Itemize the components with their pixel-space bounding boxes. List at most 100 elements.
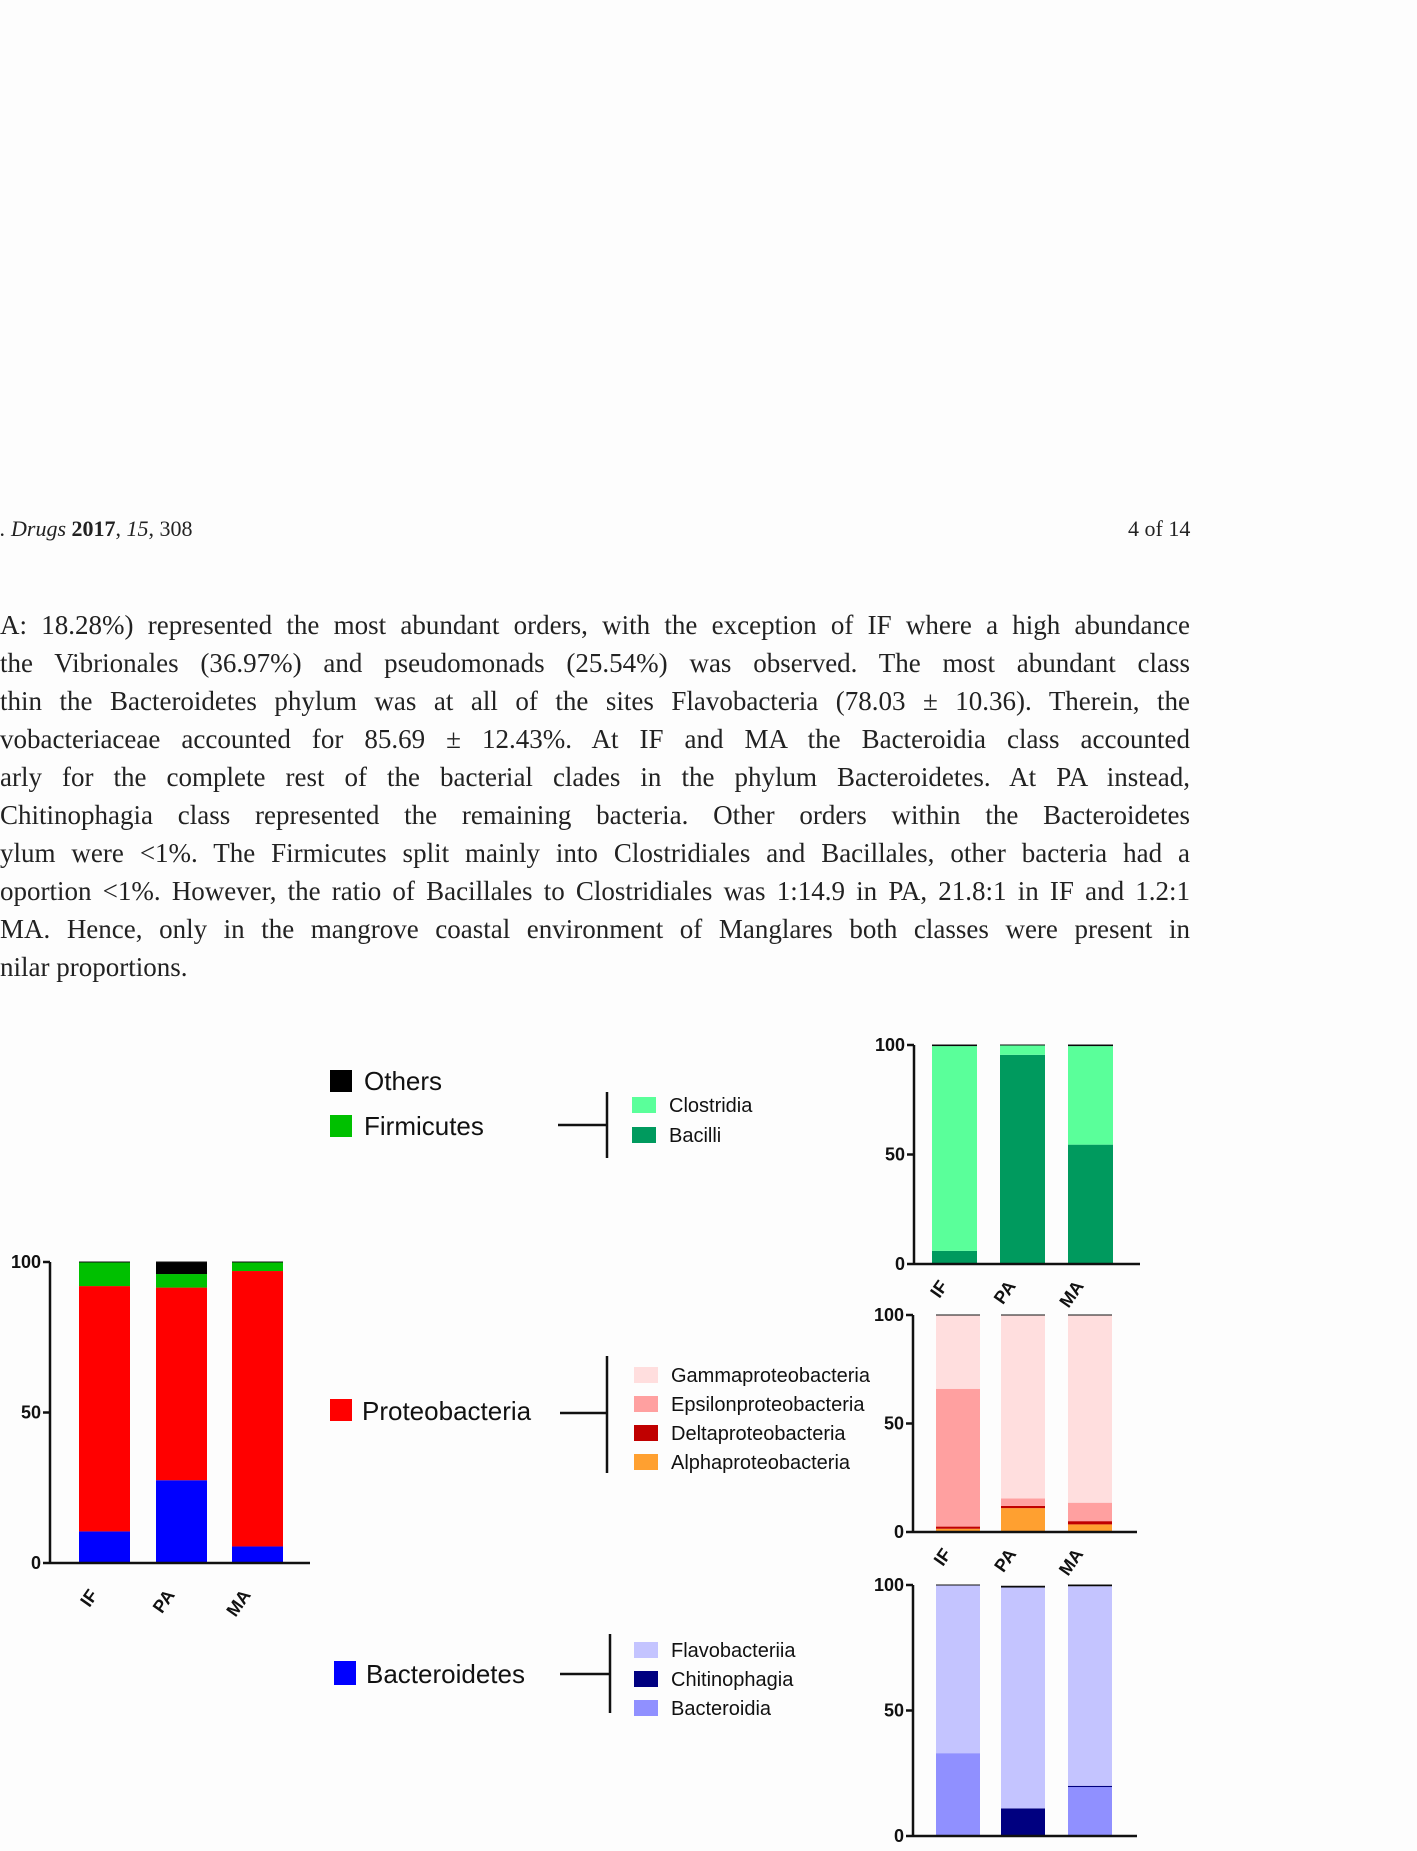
- bracket-connectors: [558, 1092, 612, 1713]
- paragraph-line: nilar proportions.: [0, 952, 188, 982]
- proteobacteria-chart: IF PA MA 0 50 100: [874, 1305, 1137, 1579]
- legend-label-bacteroidia: Bacteroidia: [671, 1698, 772, 1720]
- bar-segment-ma-deltaproteobacteria: [1068, 1521, 1112, 1525]
- bar-segment-ma-chitinophagia: [1068, 1785, 1112, 1788]
- legend-label-bacteroidetes: Bacteroidetes: [366, 1659, 525, 1689]
- category-label-if: IF: [76, 1586, 102, 1611]
- legend-swatch-alphaproteobacteria: [634, 1454, 658, 1470]
- bar-segment-ma-alphaproteobacteria: [1068, 1524, 1112, 1532]
- legend-label-firmicutes: Firmicutes: [364, 1111, 484, 1141]
- article-number: 308: [159, 516, 193, 541]
- bar-segment-if-bacteroidia: [936, 1753, 980, 1836]
- legend-swatch-gammaproteobacteria: [634, 1367, 658, 1383]
- bar-segment-pa-chitinophagia: [1001, 1808, 1045, 1836]
- legend-swatch-others: [330, 1070, 352, 1092]
- category-label-pa: PA: [149, 1586, 179, 1617]
- bar-segment-pa-bacteroidetes: [156, 1480, 207, 1563]
- legend-label-alphaproteobacteria: Alphaproteobacteria: [671, 1452, 851, 1474]
- legend-label-bacilli: Bacilli: [669, 1125, 721, 1147]
- legend-swatch-epsilonproteobacteria: [634, 1396, 658, 1412]
- category-label-ma: MA: [1055, 1277, 1087, 1311]
- running-header-citation: . Drugs 2017, 15, 308: [0, 516, 193, 541]
- bar-segment-pa-gammaproteobacteria: [1001, 1315, 1045, 1499]
- y-tick-label-100: 100: [874, 1305, 904, 1325]
- bar-segment-pa-flavobacteriia: [1001, 1587, 1045, 1809]
- legend-swatch-proteobacteria: [330, 1399, 352, 1421]
- bar-segment-if-bacilli: [932, 1250, 977, 1264]
- bar-segment-pa-deltaproteobacteria: [1001, 1505, 1045, 1509]
- main-legend: Others Firmicutes Proteobacteria Bactero…: [330, 1066, 532, 1689]
- firmicutes-chart: IF PA MA 0 50 100: [875, 1035, 1140, 1311]
- legend-label-gammaproteobacteria: Gammaproteobacteria: [671, 1365, 871, 1387]
- y-tick-label-50: 50: [884, 1701, 904, 1721]
- legend-label-flavobacteriia: Flavobacteriia: [671, 1640, 796, 1662]
- paragraph-line: Chitinophagia class represented the rema…: [0, 800, 1190, 830]
- bar-segment-if-other: [932, 1045, 977, 1047]
- y-tick-label-0: 0: [31, 1553, 41, 1573]
- proteobacteria-class-legend: Gammaproteobacteria Epsilonproteobacteri…: [634, 1365, 871, 1474]
- bar-segment-if-alphaproteobacteria: [936, 1528, 980, 1532]
- bar-segment-pa-clostridia: [1000, 1045, 1045, 1055]
- category-label-pa: PA: [990, 1277, 1020, 1308]
- bar-segment-ma-gammaproteobacteria: [1068, 1315, 1112, 1503]
- legend-label-clostridia: Clostridia: [669, 1095, 753, 1117]
- y-tick-label-50: 50: [21, 1403, 41, 1423]
- y-tick-label-50: 50: [884, 1414, 904, 1434]
- bar-segment-ma-bacilli: [1068, 1144, 1113, 1264]
- bar-segment-ma-other: [1068, 1585, 1112, 1587]
- firmicutes-class-legend: Clostridia Bacilli: [632, 1095, 753, 1147]
- legend-label-deltaproteobacteria: Deltaproteobacteria: [671, 1423, 846, 1445]
- legend-swatch-bacilli: [632, 1127, 656, 1143]
- figure-svg: Others Firmicutes Proteobacteria Bactero…: [11, 1035, 1140, 1851]
- journal-year: 2017: [71, 516, 116, 541]
- y-tick-label-100: 100: [11, 1252, 41, 1272]
- paragraph-line: A: 18.28%) represented the most abundant…: [0, 610, 1190, 640]
- legend-label-proteobacteria: Proteobacteria: [362, 1396, 532, 1426]
- paragraph-line: oportion <1%. However, the ratio of Baci…: [0, 876, 1190, 906]
- y-tick-label-0: 0: [894, 1522, 904, 1542]
- bracket-firmicutes: [558, 1092, 609, 1158]
- paragraph-line: the Vibrionales (36.97%) and pseudomonad…: [0, 648, 1190, 678]
- legend-swatch-deltaproteobacteria: [634, 1425, 658, 1441]
- journal-name: . Drugs: [0, 516, 67, 541]
- category-label-ma: MA: [1055, 1545, 1087, 1579]
- bar-segment-if-epsilonproteobacteria: [936, 1388, 980, 1527]
- legend-label-others: Others: [364, 1066, 442, 1096]
- page-number: 4 of 14: [1128, 516, 1191, 541]
- legend-swatch-chitinophagia: [634, 1671, 658, 1687]
- bracket-bacteroidetes: [560, 1634, 612, 1713]
- legend-label-epsilonproteobacteria: Epsilonproteobacteria: [671, 1394, 865, 1416]
- paragraph-line: vobacteriaceae accounted for 85.69 ± 12.…: [0, 724, 1190, 754]
- paragraph-line: ylum were <1%. The Firmicutes split main…: [0, 838, 1190, 868]
- bar-segment-if-deltaproteobacteria: [936, 1526, 980, 1529]
- bacteroidetes-class-legend: Flavobacteriia Chitinophagia Bacteroidia: [634, 1640, 796, 1720]
- bar-segment-pa-others: [156, 1262, 207, 1275]
- bar-segment-pa-firmicutes: [156, 1274, 207, 1288]
- category-label-ma: MA: [222, 1586, 254, 1620]
- bar-segment-ma-flavobacteriia: [1068, 1586, 1112, 1786]
- bar-segment-ma-proteobacteria: [232, 1271, 283, 1547]
- legend-swatch-bacteroidia: [634, 1700, 658, 1716]
- charts-layer: IFPAMA050100IFPAMA050100IFPAMA050100IFPA…: [11, 1035, 1140, 1851]
- y-tick-label-0: 0: [894, 1826, 904, 1846]
- bracket-proteobacteria: [560, 1356, 609, 1473]
- paragraph-line: arly for the complete rest of the bacter…: [0, 762, 1190, 792]
- bar-segment-ma-bacteroidia: [1068, 1787, 1112, 1836]
- y-tick-label-50: 50: [885, 1145, 905, 1165]
- y-tick-label-100: 100: [874, 1575, 904, 1595]
- bar-segment-if-bacteroidetes: [79, 1531, 130, 1563]
- figure-stacked-bar-charts: Others Firmicutes Proteobacteria Bactero…: [0, 1010, 1417, 1851]
- bar-segment-pa-epsilonproteobacteria: [1001, 1498, 1045, 1506]
- y-tick-label-100: 100: [875, 1035, 905, 1055]
- bar-segment-ma-firmicutes: [232, 1262, 283, 1272]
- paragraph-line: MA. Hence, only in the mangrove coastal …: [0, 914, 1190, 944]
- bar-segment-if-firmicutes: [79, 1262, 130, 1287]
- phylum-chart: IF PA MA 0 50 100: [11, 1252, 310, 1620]
- paragraph-line: thin the Bacteroidetes phylum was at all…: [0, 686, 1190, 716]
- bar-segment-if-gammaproteobacteria: [936, 1315, 980, 1389]
- legend-label-chitinophagia: Chitinophagia: [671, 1669, 794, 1691]
- y-tick-label-0: 0: [895, 1254, 905, 1274]
- category-label-if: IF: [930, 1545, 956, 1570]
